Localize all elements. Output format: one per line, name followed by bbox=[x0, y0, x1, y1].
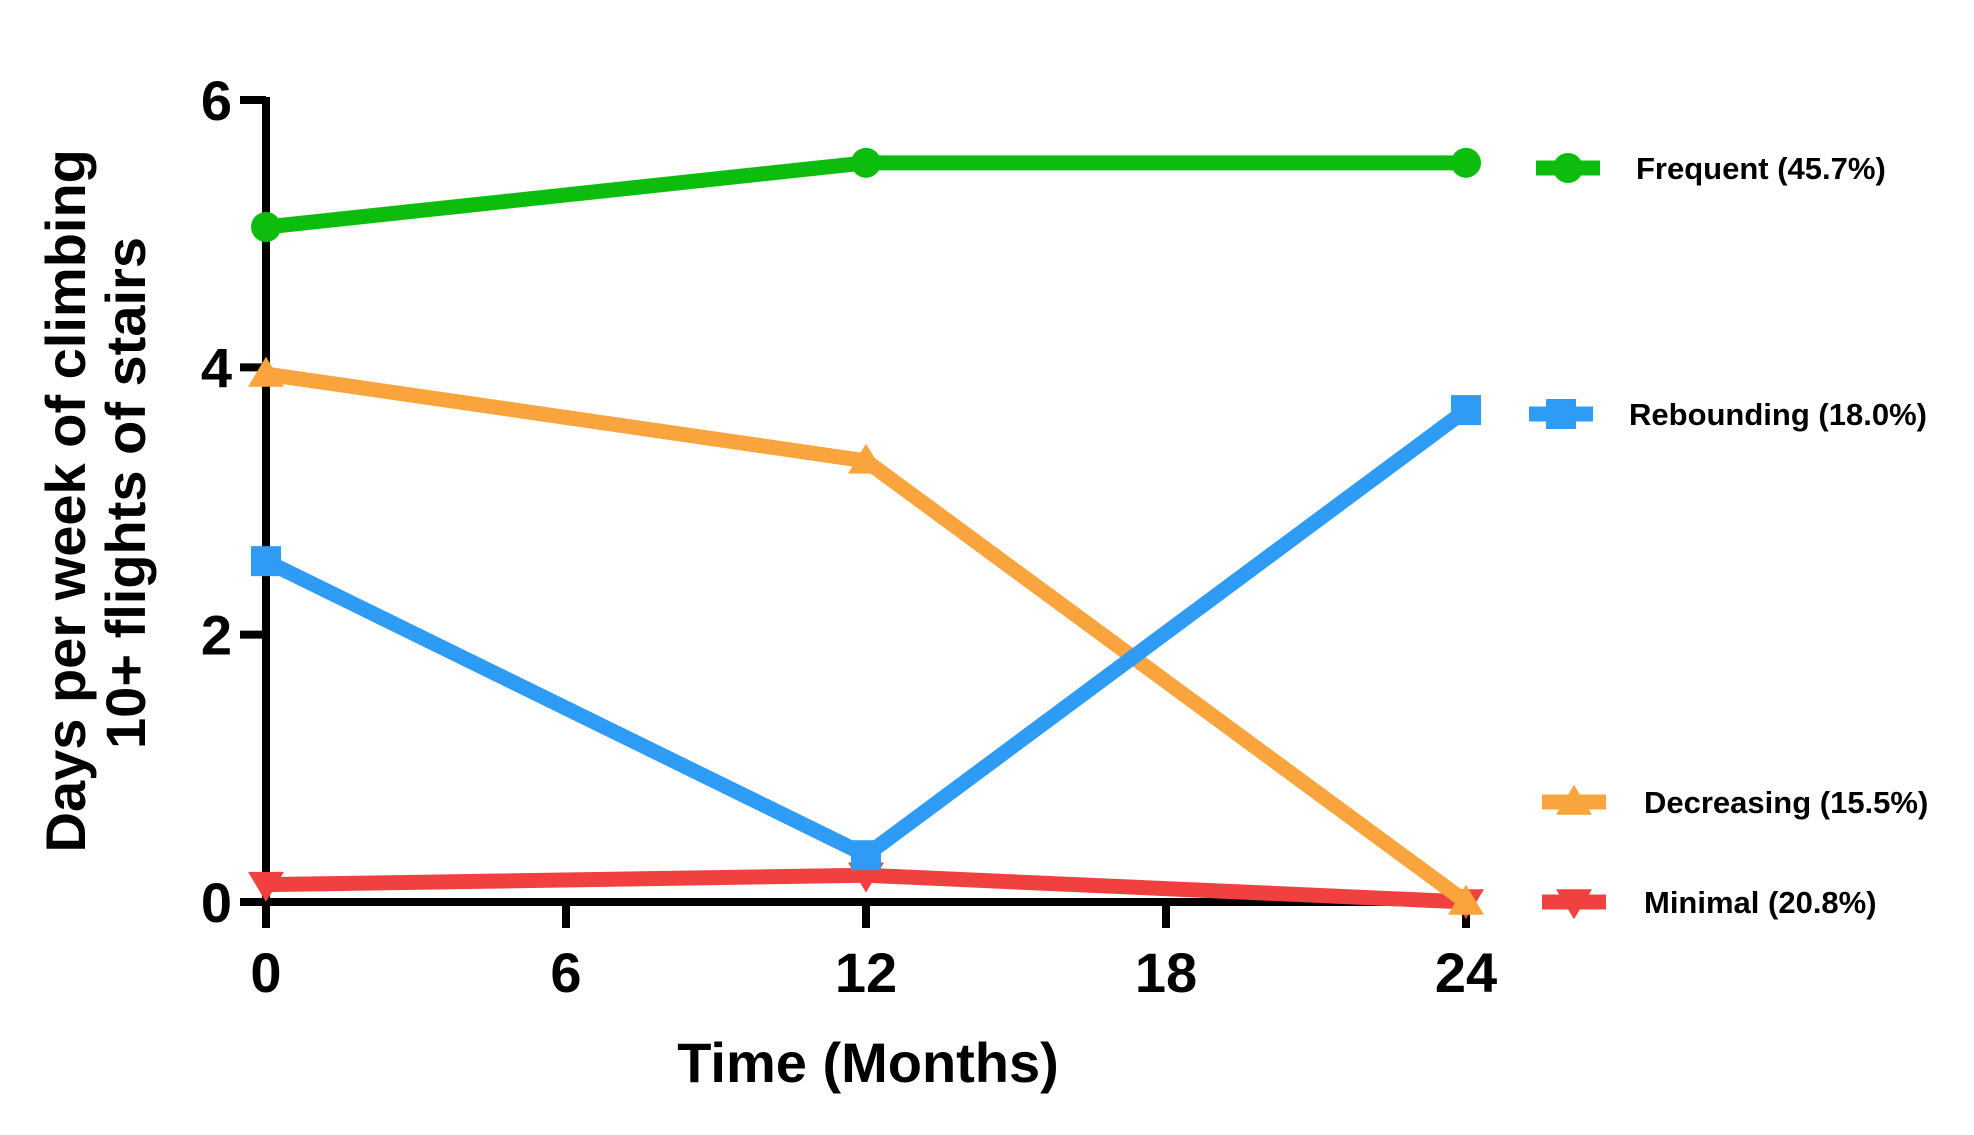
data-point bbox=[851, 840, 881, 871]
legend-item: Decreasing (15.5%) bbox=[1542, 784, 1928, 820]
y-tick-label: 0 bbox=[201, 871, 232, 934]
legend-label: Decreasing (15.5%) bbox=[1644, 785, 1928, 820]
y-axis-title: Days per week of climbing 10+ flights of… bbox=[34, 134, 157, 853]
legend-marker bbox=[1556, 784, 1592, 815]
data-point bbox=[1451, 147, 1481, 178]
series-layer bbox=[248, 147, 1484, 920]
y-tick-label: 6 bbox=[201, 69, 232, 132]
legend-label: Rebounding (18.0%) bbox=[1629, 397, 1927, 432]
series-line bbox=[262, 404, 1471, 863]
data-point bbox=[248, 356, 284, 387]
legend-item: Frequent (45.7%) bbox=[1536, 151, 1886, 186]
axes bbox=[262, 97, 1474, 906]
data-point bbox=[851, 147, 881, 178]
x-tick-label: 24 bbox=[1435, 941, 1497, 1004]
data-point bbox=[251, 211, 281, 242]
y-tick-label: 2 bbox=[201, 604, 232, 667]
x-tick-label: 6 bbox=[550, 941, 581, 1004]
legend-item: Rebounding (18.0%) bbox=[1529, 397, 1927, 432]
legend-marker bbox=[1553, 153, 1583, 183]
y-axis-title-line-2: 10+ flights of stairs bbox=[94, 237, 157, 749]
data-point bbox=[248, 871, 284, 902]
data-point bbox=[1451, 395, 1481, 426]
x-tick-label: 18 bbox=[1135, 941, 1197, 1004]
series-1 bbox=[251, 395, 1481, 871]
data-point bbox=[1448, 884, 1484, 915]
legend-item: Minimal (20.8%) bbox=[1542, 885, 1877, 920]
legend-marker bbox=[1546, 399, 1576, 429]
series-2 bbox=[248, 356, 1484, 915]
y-tick-label: 4 bbox=[201, 336, 232, 399]
data-point bbox=[251, 546, 281, 577]
x-axis-title: Time (Months) bbox=[677, 1031, 1059, 1094]
series-0 bbox=[251, 147, 1481, 242]
data-point bbox=[848, 443, 884, 474]
legend-label: Minimal (20.8%) bbox=[1644, 885, 1877, 920]
y-axis-title-line-1: Days per week of climbing bbox=[34, 149, 97, 852]
legend-label: Frequent (45.7%) bbox=[1636, 151, 1886, 186]
legend-marker bbox=[1556, 889, 1592, 920]
legend: Frequent (45.7%) Rebounding (18.0%) Decrea… bbox=[1529, 151, 1928, 920]
x-tick-label: 0 bbox=[250, 941, 281, 1004]
x-tick-label: 12 bbox=[835, 941, 897, 1004]
